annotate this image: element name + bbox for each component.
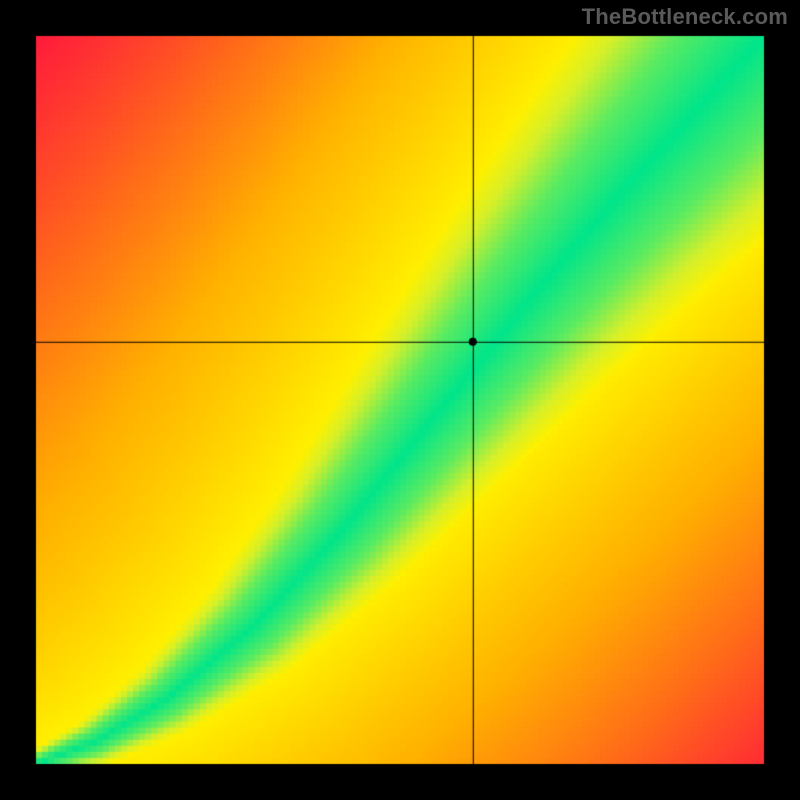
chart-container: TheBottleneck.com bbox=[0, 0, 800, 800]
watermark-text: TheBottleneck.com bbox=[582, 4, 788, 30]
bottleneck-heatmap bbox=[0, 0, 800, 800]
